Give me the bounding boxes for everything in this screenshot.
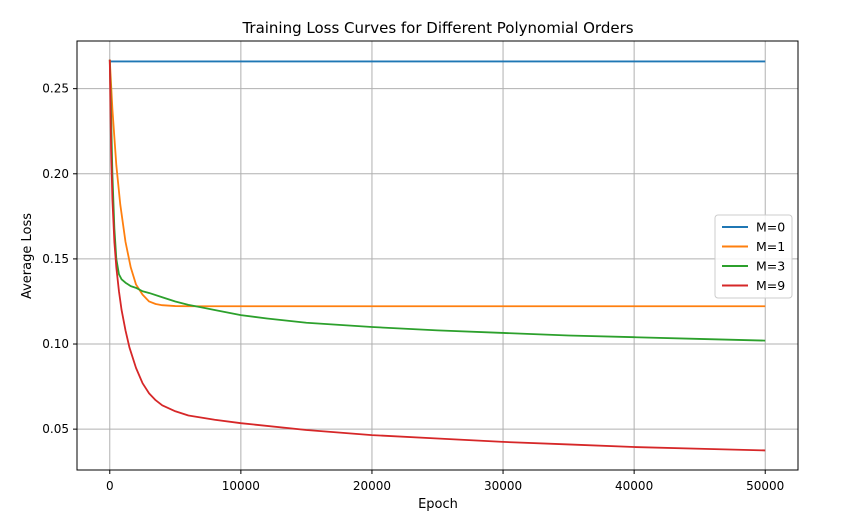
axis-ticks: 0 10000 20000 30000 40000 50000 0.05 0.10 0.15 0.…: [42, 82, 784, 493]
y-tick-label: 0.10: [42, 337, 69, 351]
legend-label: M=3: [756, 259, 785, 274]
x-tick-label: 50000: [746, 479, 784, 493]
x-axis-label: Epoch: [418, 497, 458, 512]
legend: M=0 M=1 M=3 M=9: [714, 214, 793, 299]
y-tick-label: 0.15: [42, 252, 69, 266]
legend-box: [714, 214, 793, 299]
x-tick-label: 20000: [353, 479, 391, 493]
y-tick-label: 0.20: [42, 167, 69, 181]
series-line-m-1: [108, 59, 766, 308]
series-line-m-9: [108, 59, 766, 452]
legend-label: M=9: [756, 278, 785, 293]
chart-title: Training Loss Curves for Different Polyn…: [241, 19, 633, 37]
plot-lines: [108, 59, 766, 452]
x-tick-label: 30000: [484, 479, 522, 493]
y-axis-label: Average Loss: [20, 213, 35, 299]
legend-label: M=1: [756, 239, 785, 254]
legend-label: M=0: [756, 220, 785, 235]
x-tick-label: 10000: [222, 479, 260, 493]
y-tick-label: 0.05: [42, 422, 69, 436]
x-tick-label: 0: [106, 479, 114, 493]
grid: [77, 41, 798, 470]
plot-area-frame: [76, 40, 799, 471]
x-tick-label: 40000: [615, 479, 653, 493]
y-tick-label: 0.25: [42, 82, 69, 96]
series-line-m-3: [108, 59, 766, 342]
